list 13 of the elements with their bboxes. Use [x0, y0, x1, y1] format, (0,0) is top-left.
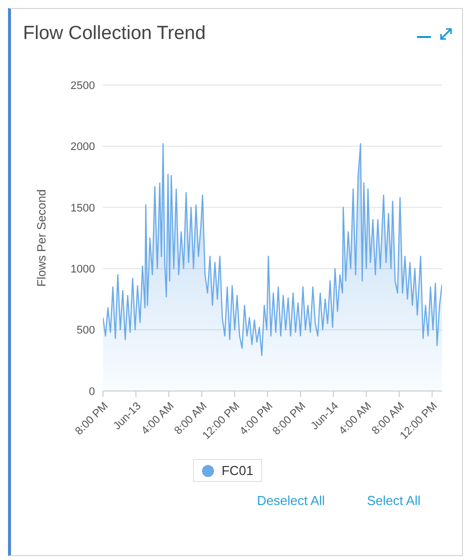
x-tick-label: 8:00 PM [270, 400, 308, 438]
y-tick-label: 2000 [70, 141, 95, 154]
y-tick-label: 500 [76, 324, 95, 337]
legend-label: FC01 [222, 463, 254, 478]
y-tick-label: 1000 [70, 264, 95, 276]
y-axis-title: Flows Per Second [34, 189, 48, 287]
y-tick-label: 1500 [70, 202, 95, 214]
text: Deselect All [257, 493, 325, 508]
text: Select All [367, 493, 420, 508]
x-tick-label: 8:00 PM [73, 400, 111, 438]
y-tick-label: 0 [88, 386, 95, 398]
y-tick-label: 2500 [70, 80, 95, 92]
chart-title: Flow Collection Trend [23, 23, 206, 45]
